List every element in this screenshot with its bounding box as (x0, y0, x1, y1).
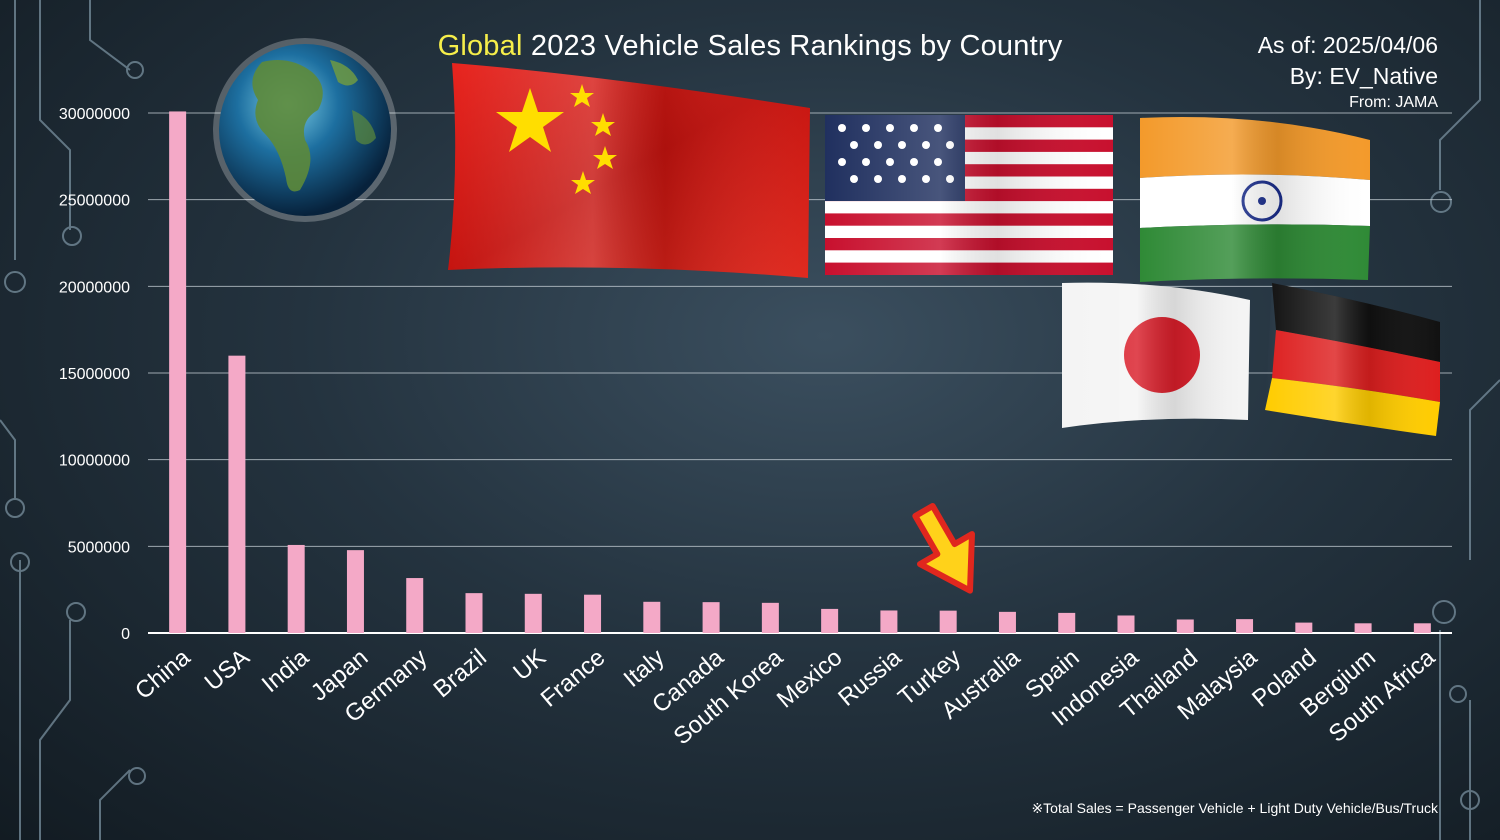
bar-france (584, 594, 602, 633)
x-tick-label: UK (508, 644, 551, 686)
bar-mexico (821, 608, 839, 633)
x-tick-label: China (130, 644, 196, 705)
bar-italy (643, 601, 661, 633)
source: From: JAMA (1349, 94, 1438, 111)
y-tick-label: 0 (121, 626, 130, 643)
as-of-date: As of: 2025/04/06 (1257, 32, 1438, 58)
bar-south-korea (761, 602, 779, 633)
bar-brazil (465, 593, 483, 633)
japan-flag (1062, 282, 1250, 428)
bar-south-africa (1413, 623, 1431, 633)
bar-indonesia (1117, 615, 1135, 633)
x-tick-label: Mexico (772, 644, 848, 714)
bar-australia (998, 611, 1016, 633)
china-flag (448, 63, 810, 278)
author: By: EV_Native (1289, 63, 1438, 89)
bar-germany (406, 578, 424, 633)
bar-canada (702, 602, 720, 633)
footnote: ※Total Sales = Passenger Vehicle + Light… (1031, 800, 1438, 816)
x-tick-label: France (536, 644, 611, 713)
x-tick-label: USA (200, 644, 255, 696)
y-tick-label: 15000000 (59, 366, 130, 383)
bar-japan (346, 550, 364, 633)
germany-flag (1265, 283, 1440, 436)
bar-china (169, 111, 187, 633)
y-tick-label: 5000000 (68, 539, 130, 556)
usa-flag (825, 115, 1113, 275)
bar-russia (880, 610, 898, 633)
y-tick-label: 20000000 (59, 279, 130, 296)
bar-bergium (1354, 623, 1372, 633)
y-tick-label: 30000000 (59, 106, 130, 123)
bar-poland (1295, 622, 1313, 633)
x-tick-label: Brazil (429, 644, 492, 703)
bar-malaysia (1236, 619, 1254, 633)
india-flag (1140, 116, 1370, 282)
x-tick-label: Russia (833, 643, 907, 711)
bars (169, 111, 1431, 633)
arrow-pointer-icon (912, 502, 975, 594)
x-tick-label: India (257, 643, 315, 698)
chart-title: Global 2023 Vehicle Sales Rankings by Co… (0, 30, 1500, 63)
bar-spain (1058, 612, 1076, 633)
y-tick-label: 25000000 (59, 193, 130, 210)
bar-turkey (939, 610, 957, 633)
bar-thailand (1176, 619, 1194, 633)
title-text: 2023 Vehicle Sales Rankings by Country (530, 30, 1063, 62)
bar-india (287, 544, 305, 633)
title-highlight: Global (437, 30, 523, 62)
y-tick-label: 10000000 (59, 453, 130, 470)
bar-usa (228, 355, 246, 633)
y-axis-tick-labels: 0 5000000 10000000 15000000 20000000 25000000… (59, 106, 130, 643)
bar-uk (524, 593, 542, 633)
meta-info: As of: 2025/04/06 By: EV_Native From: JA… (1258, 30, 1438, 114)
globe-image (213, 38, 397, 222)
